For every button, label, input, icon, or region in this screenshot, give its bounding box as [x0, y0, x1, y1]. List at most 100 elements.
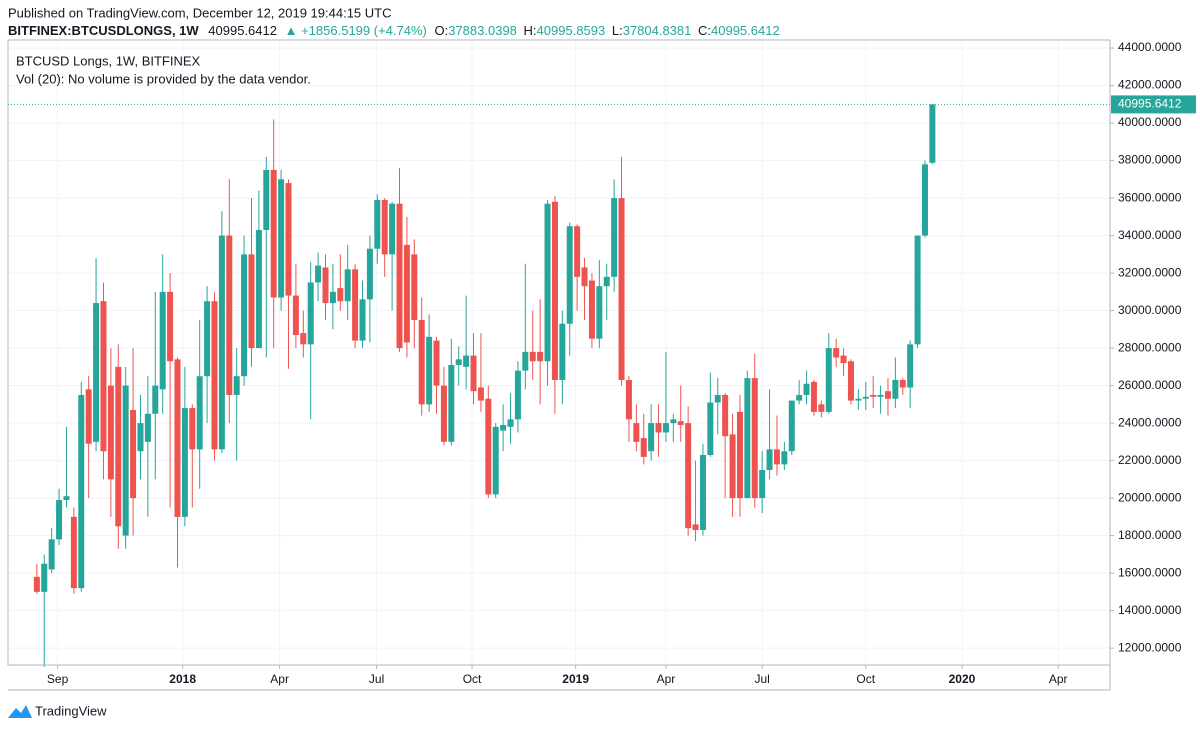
candle-body: [729, 434, 736, 499]
candle-body: [655, 423, 662, 433]
candle-body: [107, 385, 114, 480]
x-tick-label: Apr: [657, 672, 676, 686]
close: 40995.6412: [711, 23, 780, 38]
candle-body: [699, 454, 706, 530]
y-tick-label: 22000.0000: [1118, 453, 1182, 467]
candle-body: [366, 248, 373, 300]
candle-body: [921, 164, 928, 236]
candle-body: [914, 235, 921, 345]
y-tick-label: 44000.0000: [1118, 40, 1182, 54]
y-tick-label: 42000.0000: [1118, 78, 1182, 92]
candle-body: [892, 379, 899, 399]
symbol-line: BITFINEX:BTCUSDLONGS, 1W 40995.6412 ▲ +1…: [8, 23, 780, 38]
candle-body: [677, 421, 684, 425]
candle-body: [241, 254, 248, 377]
candle-body: [707, 402, 714, 455]
candle-body: [300, 333, 307, 345]
candle-body: [189, 408, 196, 450]
candle-body: [818, 404, 825, 412]
candle-body: [85, 389, 92, 444]
candle-body: [833, 348, 840, 358]
candle-body: [33, 576, 40, 592]
candle-body: [870, 394, 877, 397]
candle-body: [522, 351, 529, 371]
candle-body: [640, 438, 647, 457]
candle-body: [670, 419, 677, 424]
candle-body: [196, 376, 203, 450]
y-tick-label: 12000.0000: [1118, 640, 1182, 654]
candle-body: [803, 383, 810, 395]
candle-body: [847, 361, 854, 401]
candle-body: [714, 394, 721, 403]
symbol: BITFINEX:BTCUSDLONGS, 1W: [8, 23, 199, 38]
candle-body: [877, 394, 884, 397]
candle-body: [41, 563, 48, 592]
x-tick-label: Sep: [47, 672, 69, 686]
brand: TradingView: [35, 703, 107, 718]
candle-body: [159, 291, 166, 390]
candle-body: [292, 295, 299, 335]
candle-body: [270, 169, 277, 298]
candle-body: [492, 426, 499, 495]
candle-body: [263, 169, 270, 230]
candle-body: [766, 449, 773, 470]
candle-body: [137, 423, 144, 452]
candle-body: [381, 199, 388, 255]
candle-body: [751, 378, 758, 499]
candle-body: [648, 423, 655, 452]
candle-body: [685, 423, 692, 529]
candle-body: [899, 379, 906, 388]
candle-body: [315, 265, 322, 283]
grid: [8, 40, 1110, 665]
candle-body: [692, 524, 699, 530]
candle-body: [352, 269, 359, 341]
candle-body: [418, 319, 425, 405]
candle-body: [100, 301, 107, 452]
candle-body: [70, 516, 77, 589]
candle-body: [255, 229, 262, 349]
candle-body: [152, 385, 159, 414]
high: 40995.8593: [537, 23, 606, 38]
change: ▲ +1856.5199 (+4.74%): [285, 23, 427, 38]
candle-body: [759, 469, 766, 499]
y-tick-label: 38000.0000: [1118, 153, 1182, 167]
candle-body: [529, 351, 536, 362]
low: 37804.8381: [623, 23, 692, 38]
last-price-tag: [1111, 95, 1196, 114]
candle-body: [907, 344, 914, 388]
legend-title: BTCUSD Longs, 1W, BITFINEX: [16, 53, 201, 68]
candle-body: [403, 244, 410, 343]
candle-body: [781, 451, 788, 465]
c-label: C:: [698, 23, 711, 38]
x-tick-label: 2020: [949, 672, 976, 686]
x-tick-label: 2019: [562, 672, 589, 686]
candle-body: [344, 269, 351, 302]
candle-body: [773, 449, 780, 465]
y-tick-label: 28000.0000: [1118, 340, 1182, 354]
candle-body: [233, 376, 240, 395]
candle-body: [929, 104, 936, 163]
candle-body: [788, 400, 795, 452]
logo: [8, 705, 32, 718]
open: 37883.0398: [448, 23, 517, 38]
candle-body: [448, 364, 455, 442]
candle-body: [211, 301, 218, 450]
candle-body: [566, 226, 573, 324]
candle-body: [440, 385, 447, 442]
x-tick-label: Oct: [463, 672, 482, 686]
candle-body: [374, 199, 381, 249]
y-tick-label: 32000.0000: [1118, 265, 1182, 279]
y-tick-label: 16000.0000: [1118, 565, 1182, 579]
candle-body: [581, 267, 588, 287]
x-tick-label: Apr: [270, 672, 289, 686]
x-tick-label: Apr: [1049, 672, 1068, 686]
candle-body: [78, 394, 85, 589]
candle-body: [455, 359, 462, 365]
candle-body: [322, 267, 329, 304]
candle-body: [544, 203, 551, 362]
x-tick-label: Jul: [754, 672, 769, 686]
y-tick-label: 36000.0000: [1118, 190, 1182, 204]
candle-body: [411, 254, 418, 320]
